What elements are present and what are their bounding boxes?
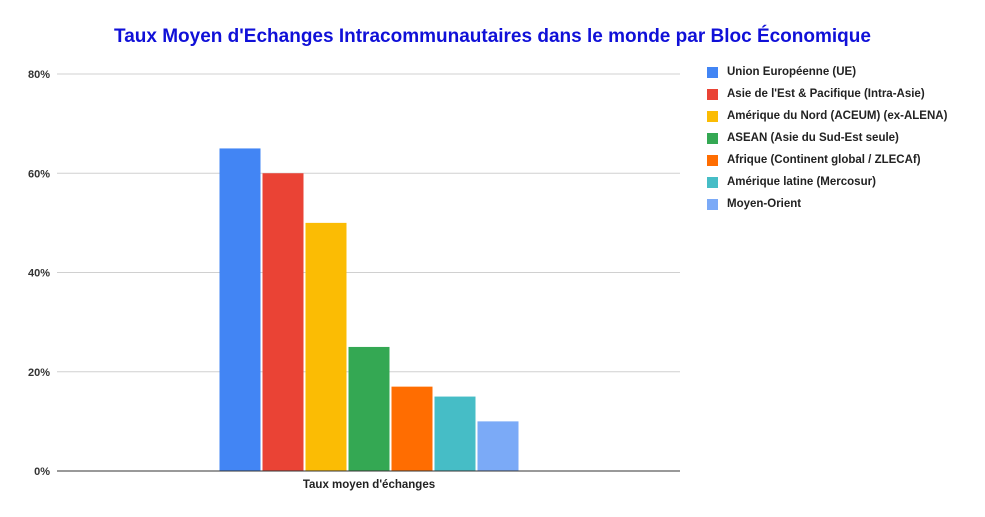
y-tick-label: 60% <box>28 168 50 180</box>
y-tick-label: 0% <box>34 466 50 478</box>
legend-label: Union Européenne (UE) <box>727 66 857 78</box>
axes: 0% 20% 40% 60% 80% Taux moyen d'échanges <box>28 69 680 491</box>
legend-item: Moyen-Orient <box>707 197 957 211</box>
legend-item: Union Européenne (UE) <box>707 65 957 79</box>
bar-2 <box>262 173 304 471</box>
legend-item: Afrique (Continent global / ZLECAf) <box>707 153 957 167</box>
gridlines <box>57 73 680 373</box>
legend-label: Moyen-Orient <box>727 198 802 210</box>
legend: Union Européenne (UE) Asie de l'Est & Pac… <box>707 65 957 219</box>
bar-1 <box>219 148 261 471</box>
legend-swatch <box>707 177 718 188</box>
legend-swatch <box>707 155 718 166</box>
bar-6 <box>434 396 476 471</box>
legend-label: Asie de l'Est & Pacifique (Intra-Asie) <box>727 88 925 100</box>
legend-swatch <box>707 89 718 100</box>
y-tick-label: 80% <box>28 69 50 81</box>
bar-7 <box>477 421 519 471</box>
legend-swatch <box>707 199 718 210</box>
legend-swatch <box>707 133 718 144</box>
legend-swatch <box>707 111 718 122</box>
chart-title: Taux Moyen d'Echanges Intracommunautaire… <box>114 26 871 47</box>
legend-item: ASEAN (Asie du Sud-Est seule) <box>707 131 957 145</box>
legend-label: ASEAN (Asie du Sud-Est seule) <box>727 132 899 144</box>
y-tick-label: 20% <box>28 367 50 379</box>
legend-swatch <box>707 67 718 78</box>
bars <box>219 148 519 471</box>
legend-item: Asie de l'Est & Pacifique (Intra-Asie) <box>707 87 957 101</box>
legend-label: Amérique du Nord (ACEUM) (ex-ALENA) <box>727 110 948 122</box>
y-tick-label: 40% <box>28 268 50 280</box>
legend-label: Afrique (Continent global / ZLECAf) <box>727 154 921 166</box>
x-category-label: Taux moyen d'échanges <box>303 479 435 491</box>
legend-item: Amérique du Nord (ACEUM) (ex-ALENA) <box>707 109 957 123</box>
legend-label: Amérique latine (Mercosur) <box>727 176 876 188</box>
bar-5 <box>391 386 433 471</box>
legend-item: Amérique latine (Mercosur) <box>707 175 957 189</box>
bar-3 <box>305 222 347 471</box>
bar-4 <box>348 346 390 471</box>
